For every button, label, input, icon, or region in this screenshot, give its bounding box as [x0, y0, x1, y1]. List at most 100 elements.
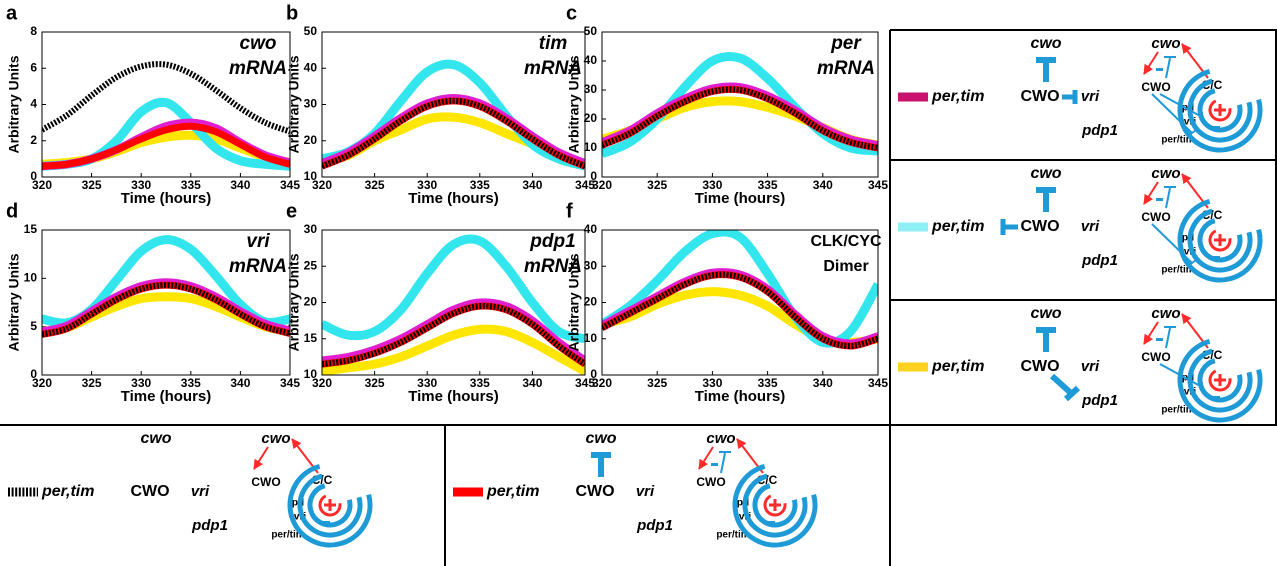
x-tick-label: 320 — [32, 376, 52, 390]
feedback-arc — [307, 483, 353, 528]
x-tick-label: 340 — [522, 178, 542, 192]
activation — [698, 446, 714, 470]
y-tick-label: 15 — [304, 331, 318, 345]
panel-label: f — [566, 200, 573, 222]
diagram-label: CWO — [696, 475, 725, 489]
x-axis-label: Time (hours) — [695, 388, 786, 405]
plot-frame — [41, 229, 291, 376]
y-tick-label: 30 — [584, 258, 598, 272]
diagram-label: cwo — [1151, 35, 1180, 52]
y-tick-label: 0 — [590, 169, 597, 183]
diagram-label: per/tim — [1161, 135, 1194, 146]
y-tick-label: 10 — [304, 367, 318, 381]
y-tick-label: 30 — [304, 222, 318, 236]
feedback-arc — [1177, 68, 1263, 153]
feedback-arc — [1187, 348, 1253, 413]
diagram-label: CWO — [1141, 80, 1170, 94]
diagram-label: CWO — [1020, 88, 1059, 105]
diagram-label: CWO — [1020, 358, 1059, 375]
diagram-label: pdp1 — [1081, 252, 1118, 269]
feedback-arc — [1187, 78, 1253, 143]
diagram-label: per/tim — [1161, 405, 1194, 416]
inhibition — [1049, 373, 1081, 402]
y-tick-label: 25 — [304, 258, 318, 272]
x-tick-label: 325 — [365, 178, 385, 192]
y-tick-label: 40 — [584, 53, 598, 67]
feedback-arc — [752, 483, 798, 528]
diagram-label: cwo — [1151, 305, 1180, 322]
diagram-label: per,tim — [486, 483, 539, 500]
y-tick-label: 40 — [304, 60, 318, 74]
diagram-label: cwo — [585, 430, 616, 447]
y-tick-label: 10 — [24, 271, 38, 285]
feedback-arc — [732, 463, 818, 548]
plot-frame — [41, 31, 291, 178]
series-line — [602, 271, 878, 350]
diagram-label: CWO — [1141, 210, 1170, 224]
x-axis-label: Time (hours) — [408, 388, 499, 405]
x-tick-label: 330 — [131, 178, 151, 192]
feedback-arc — [1187, 208, 1253, 273]
chart-title: Dimer — [823, 258, 868, 275]
x-tick-label: 330 — [131, 376, 151, 390]
y-axis-label: Arbitrary Units — [6, 253, 22, 351]
feedback-arc — [297, 473, 363, 538]
x-tick-label: 340 — [813, 376, 833, 390]
chart-title: mRNA — [524, 256, 582, 277]
plus-sign — [1214, 374, 1226, 386]
feedback-arc — [763, 494, 787, 517]
x-tick-label: 325 — [82, 178, 102, 192]
y-tick-label: 20 — [584, 111, 598, 125]
chart-title: tim — [539, 33, 568, 54]
x-tick-label: 325 — [365, 376, 385, 390]
series-line — [322, 97, 585, 169]
y-tick-label: 4 — [30, 97, 37, 111]
chart-title: mRNA — [817, 58, 875, 79]
chart-title: pdp1 — [529, 231, 575, 252]
x-tick-label: 320 — [592, 178, 612, 192]
minus-sign — [1212, 408, 1220, 411]
chart-title: cwo — [240, 33, 277, 54]
x-tick-label: 340 — [813, 178, 833, 192]
diagram-label: pdp1 — [636, 517, 673, 534]
y-axis-label: Arbitrary Units — [286, 253, 302, 351]
feedback-arc — [287, 463, 373, 548]
series-line — [42, 61, 290, 135]
diagram-label: per/tim — [271, 530, 304, 541]
y-tick-label: 20 — [584, 295, 598, 309]
feedback-arc — [318, 494, 342, 517]
x-tick-label: 330 — [702, 178, 722, 192]
diagram-label: per,tim — [931, 218, 984, 235]
diagram-label: vri — [1081, 358, 1100, 375]
diagram-label: vri — [191, 483, 210, 500]
diagram-label: vri — [1081, 88, 1100, 105]
x-axis-label: Time (hours) — [121, 190, 212, 207]
chart-title: mRNA — [229, 58, 287, 79]
plot-frame — [321, 31, 586, 178]
diagram-label: CWO — [575, 483, 614, 500]
feedback-arc — [1177, 338, 1263, 423]
series-line — [42, 122, 290, 170]
feedback-arc — [1208, 369, 1232, 392]
inhibition — [1036, 187, 1056, 212]
chart-title: mRNA — [229, 256, 287, 277]
minus-sign — [1212, 268, 1220, 271]
diagram-label: per/tim — [1161, 265, 1194, 276]
y-axis-label: Arbitrary Units — [566, 253, 582, 351]
diagram-label: pdp1 — [191, 517, 228, 534]
diagram-label: cwo — [140, 430, 171, 447]
x-tick-label: 335 — [181, 178, 201, 192]
x-tick-label: 330 — [417, 178, 437, 192]
plot-frame — [601, 31, 879, 178]
plus-sign — [769, 499, 781, 511]
diagram-label: pdp1 — [1081, 392, 1118, 409]
minus-sign — [1212, 256, 1220, 259]
y-tick-label: 8 — [30, 24, 37, 38]
inhibition — [1000, 219, 1018, 235]
x-tick-label: 345 — [575, 178, 595, 192]
diagram-label: per/tim — [716, 530, 749, 541]
